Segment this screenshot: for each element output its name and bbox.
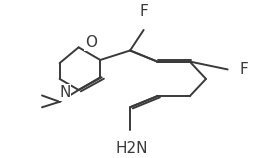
Text: F: F <box>139 3 148 18</box>
Text: F: F <box>240 62 248 77</box>
Text: N: N <box>59 85 71 100</box>
Text: H2N: H2N <box>115 141 148 156</box>
Text: O: O <box>85 35 97 50</box>
